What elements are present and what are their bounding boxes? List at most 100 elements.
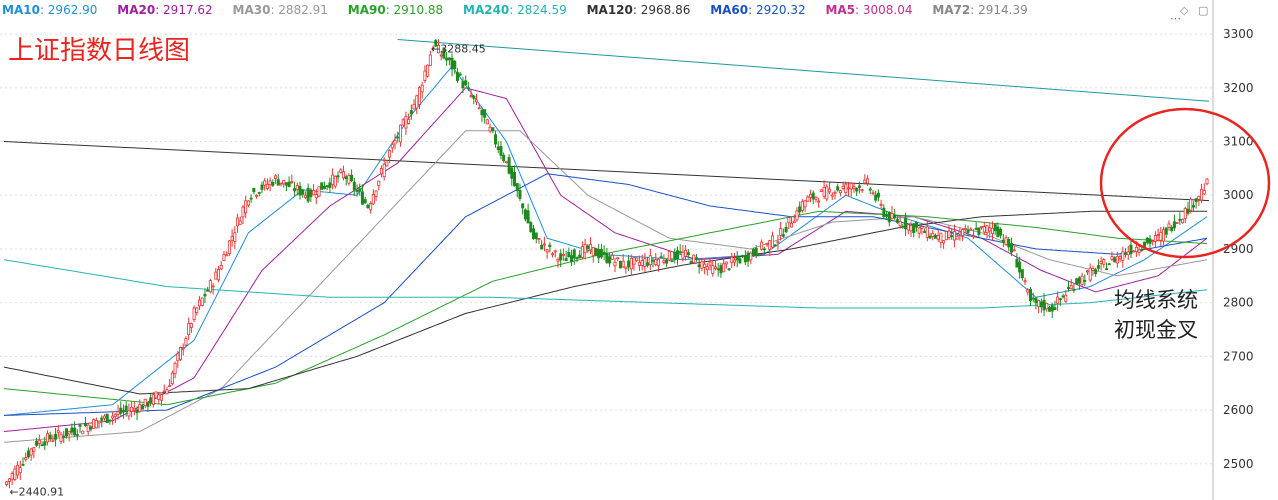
candle-body bbox=[781, 234, 785, 237]
candle-body bbox=[844, 183, 848, 193]
candle-body bbox=[230, 235, 234, 241]
candle-body bbox=[211, 285, 215, 288]
candle-body bbox=[822, 186, 826, 197]
candle-body bbox=[1080, 275, 1084, 285]
candle-body bbox=[168, 385, 172, 387]
candle-body bbox=[461, 81, 465, 89]
candle-body bbox=[350, 174, 354, 182]
candle-body bbox=[181, 347, 185, 350]
candle-body bbox=[92, 419, 96, 429]
candle-body bbox=[314, 194, 318, 199]
candle-body bbox=[173, 362, 177, 375]
candle-body bbox=[885, 214, 889, 217]
candle-body bbox=[526, 210, 530, 224]
candle-body bbox=[904, 217, 908, 230]
candle-body bbox=[1083, 279, 1087, 282]
candle-body bbox=[420, 84, 424, 93]
candle-body bbox=[1172, 221, 1176, 229]
candle-body bbox=[762, 248, 766, 251]
candle-body bbox=[730, 256, 734, 263]
diamond-icon[interactable]: ◇ bbox=[1180, 4, 1189, 17]
candle-body bbox=[518, 190, 522, 199]
candle-body bbox=[341, 171, 345, 179]
candle-body bbox=[974, 227, 978, 230]
candle-body bbox=[268, 180, 272, 186]
candle-body bbox=[1153, 235, 1157, 242]
window-toggle-icon[interactable]: ▢ bbox=[1198, 4, 1209, 17]
candle-body bbox=[1061, 295, 1065, 298]
candle-body bbox=[417, 87, 421, 105]
trend-line bbox=[3, 141, 1210, 202]
candle-body bbox=[157, 394, 161, 400]
candle-body bbox=[1124, 253, 1128, 255]
candle-body bbox=[200, 297, 204, 306]
annotation-line-2: 初现金叉 bbox=[1114, 318, 1198, 342]
candle-body bbox=[613, 261, 617, 267]
candle-body bbox=[570, 255, 574, 262]
candle-body bbox=[765, 242, 769, 245]
candle-body bbox=[225, 254, 229, 257]
candle-body bbox=[466, 87, 470, 90]
candle-body bbox=[933, 234, 937, 239]
highlight-circle bbox=[1099, 107, 1271, 259]
candle-body bbox=[236, 217, 240, 227]
candle-body bbox=[743, 256, 747, 263]
candle-body bbox=[809, 194, 813, 198]
candle-body bbox=[760, 241, 764, 250]
candle-body bbox=[1129, 244, 1133, 255]
candle-body bbox=[931, 232, 935, 237]
legend-ma72: MA72: 2914.39 bbox=[932, 3, 1028, 17]
candle-body bbox=[480, 109, 484, 116]
candle-body bbox=[35, 440, 39, 446]
candle-body bbox=[564, 258, 568, 262]
candle-body bbox=[513, 171, 517, 187]
candle-body bbox=[238, 220, 242, 225]
candle-body bbox=[849, 182, 853, 190]
candle-body bbox=[445, 57, 449, 61]
candle-body bbox=[906, 224, 910, 231]
candle-body bbox=[1020, 269, 1024, 279]
candle-body bbox=[575, 257, 579, 260]
candle-body bbox=[40, 444, 44, 447]
candle-body bbox=[431, 47, 435, 50]
y-tick-label: 2600 bbox=[1223, 403, 1254, 417]
candle-body bbox=[830, 194, 834, 197]
candle-body bbox=[295, 185, 299, 190]
candle-body bbox=[276, 179, 280, 186]
y-tick-label: 2500 bbox=[1223, 457, 1254, 471]
legend-ma20: MA20: 2917.62 bbox=[117, 3, 213, 17]
candle-body bbox=[708, 261, 712, 266]
ma-line-ma90 bbox=[3, 210, 1208, 406]
candle-body bbox=[1170, 227, 1174, 232]
candle-body bbox=[447, 57, 451, 61]
candle-body bbox=[936, 235, 940, 240]
candle-body bbox=[379, 167, 383, 175]
candle-body bbox=[890, 213, 894, 219]
candle-body bbox=[325, 185, 329, 188]
candle-body bbox=[1121, 251, 1125, 261]
candle-body bbox=[393, 140, 397, 145]
candle-body bbox=[515, 183, 519, 192]
y-tick-label: 2900 bbox=[1223, 242, 1254, 256]
candle-body bbox=[923, 230, 927, 234]
y-tick-label: 2700 bbox=[1223, 349, 1254, 363]
candle-body bbox=[874, 194, 878, 201]
candle-body bbox=[678, 251, 682, 253]
candle-body bbox=[339, 169, 343, 173]
candle-body bbox=[434, 40, 438, 47]
more-icon[interactable]: ⋯ bbox=[1170, 12, 1181, 25]
candle-body bbox=[363, 199, 367, 204]
candle-body bbox=[1045, 303, 1049, 310]
candle-body bbox=[1113, 257, 1117, 263]
candle-body bbox=[18, 467, 22, 474]
candle-body bbox=[727, 268, 731, 271]
candle-body bbox=[800, 201, 804, 211]
candle-body bbox=[149, 397, 153, 404]
candle-body bbox=[914, 222, 918, 228]
candle-body bbox=[111, 415, 115, 419]
candle-body bbox=[502, 154, 506, 162]
candle-body bbox=[887, 211, 891, 223]
candle-body bbox=[1151, 240, 1155, 242]
candle-body bbox=[45, 433, 49, 443]
